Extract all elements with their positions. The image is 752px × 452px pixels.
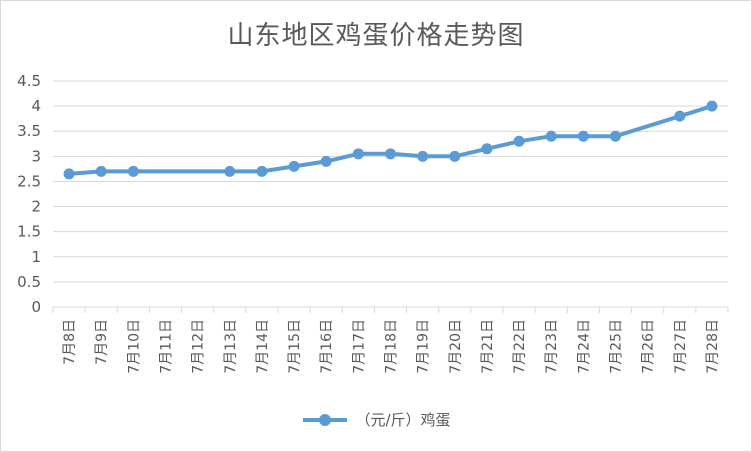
data-point xyxy=(224,165,236,177)
x-tick-label: 7月14日 xyxy=(255,319,271,374)
legend-label: （元/斤）鸡蛋 xyxy=(355,411,451,429)
x-tick-label: 7月28日 xyxy=(705,319,721,374)
data-point xyxy=(320,155,332,167)
x-tick-label: 7月23日 xyxy=(544,319,560,374)
x-tick-label: 7月13日 xyxy=(223,319,239,374)
x-tick-label: 7月20日 xyxy=(448,319,464,374)
data-point xyxy=(610,130,621,142)
x-tick-label: 7月12日 xyxy=(191,319,207,374)
legend-marker xyxy=(303,413,348,426)
y-tick-label: 2 xyxy=(31,198,41,216)
data-point xyxy=(256,165,268,177)
x-tick-label: 7月21日 xyxy=(480,319,496,374)
data-point xyxy=(577,130,589,142)
y-tick-label: 2.5 xyxy=(17,172,41,190)
legend: （元/斤）鸡蛋 xyxy=(1,409,751,430)
chart-title: 山东地区鸡蛋价格走势图 xyxy=(227,21,525,51)
data-point xyxy=(385,148,396,160)
data-point xyxy=(352,148,364,160)
x-tick-label: 7月17日 xyxy=(351,319,367,374)
data-point xyxy=(706,100,718,112)
x-tick-label: 7月9日 xyxy=(94,319,110,365)
data-point xyxy=(545,130,557,142)
x-tick-label: 7月27日 xyxy=(673,319,689,374)
x-tick-label: 7月18日 xyxy=(384,319,400,374)
x-tick-label: 7月15日 xyxy=(287,319,303,374)
y-tick-label: 1.5 xyxy=(17,223,41,241)
x-tick-label: 7月26日 xyxy=(641,319,657,374)
x-tick-label: 7月22日 xyxy=(512,319,528,374)
data-point xyxy=(95,165,107,177)
data-point xyxy=(63,168,75,180)
x-tick-label: 7月24日 xyxy=(576,319,592,374)
x-tick-label: 7月25日 xyxy=(609,319,625,374)
x-tick-label: 7月19日 xyxy=(416,319,432,374)
x-tick-label: 7月10日 xyxy=(126,319,142,374)
data-point xyxy=(417,150,429,162)
data-point xyxy=(674,110,686,122)
x-tick-label: 7月11日 xyxy=(159,319,175,374)
x-tick-label: 7月16日 xyxy=(319,319,335,374)
y-tick-label: 3 xyxy=(31,147,41,165)
y-tick-label: 4.5 xyxy=(17,72,41,90)
data-point xyxy=(127,165,139,177)
y-tick-label: 1 xyxy=(31,248,41,266)
y-tick-label: 0.5 xyxy=(17,273,41,291)
x-tick-label: 7月8日 xyxy=(62,319,78,365)
y-tick-label: 3.5 xyxy=(17,122,41,140)
data-point xyxy=(449,150,461,162)
data-point xyxy=(481,143,493,155)
data-point xyxy=(513,135,525,147)
y-tick-label: 0 xyxy=(31,298,41,316)
data-point xyxy=(288,160,300,172)
y-tick-label: 4 xyxy=(31,97,41,115)
